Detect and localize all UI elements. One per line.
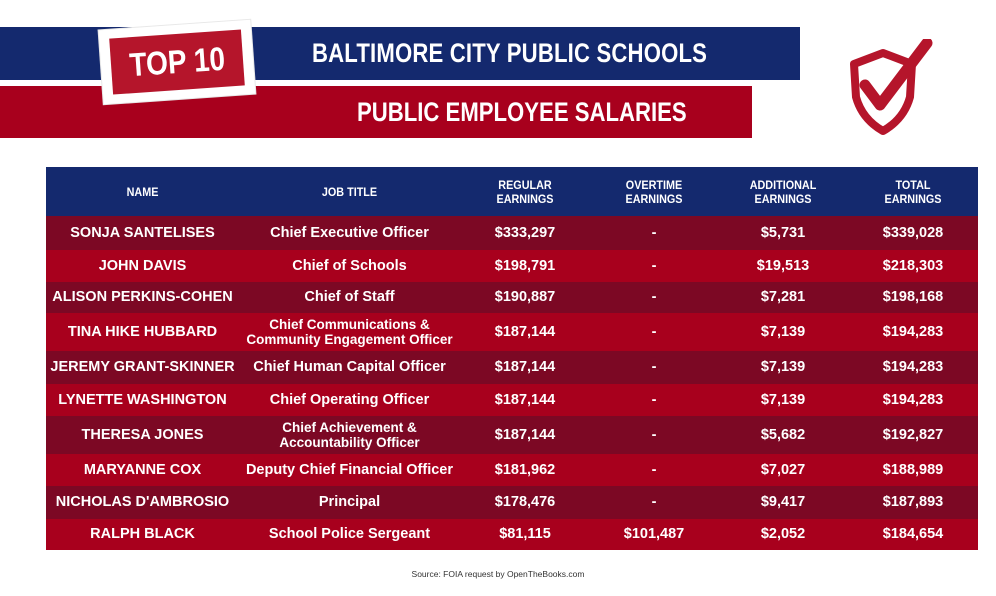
cell-job-title: Chief Achievement & Accountability Offic… xyxy=(279,420,420,450)
table-row: LYNETTE WASHINGTON Chief Operating Office… xyxy=(46,384,978,416)
cell-job-title: Chief Operating Officer xyxy=(269,391,430,408)
cell-regular-earnings: $181,962 xyxy=(494,461,556,478)
cell-job-title: Chief of Schools xyxy=(292,257,407,274)
column-header-name: NAME xyxy=(126,184,159,199)
cell-name: NICHOLAS D'AMBROSIO xyxy=(55,494,230,510)
cell-name: JEREMY GRANT-SKINNER xyxy=(50,359,235,375)
column-header-total-earnings: TOTAL EARNINGS xyxy=(884,177,942,206)
table-row: ALISON PERKINS-COHEN Chief of Staff $190,8… xyxy=(46,282,978,313)
table-header: NAME JOB TITLE REGULAR EARNINGS OVERTIME E… xyxy=(46,167,978,216)
cell-additional-earnings: $7,139 xyxy=(760,359,806,375)
top10-badge: TOP 10 xyxy=(98,19,256,105)
cell-overtime-earnings: - xyxy=(651,426,657,443)
cell-additional-earnings: $5,682 xyxy=(760,426,806,443)
cell-total-earnings: $184,654 xyxy=(882,526,944,542)
salary-table: NAME JOB TITLE REGULAR EARNINGS OVERTIME E… xyxy=(46,167,978,550)
cell-regular-earnings: $198,791 xyxy=(494,257,556,274)
cell-overtime-earnings: $101,487 xyxy=(623,526,685,542)
table-row: THERESA JONES Chief Achievement & Account… xyxy=(46,416,978,454)
table-row: JOHN DAVIS Chief of Schools $198,791 - $19,5… xyxy=(46,250,978,282)
cell-name: THERESA JONES xyxy=(81,426,204,443)
cell-additional-earnings: $7,027 xyxy=(760,461,806,478)
cell-job-title: Deputy Chief Financial Officer xyxy=(245,461,454,478)
cell-name: MARYANNE COX xyxy=(83,461,202,478)
source-note: Source: FOIA request by OpenTheBooks.com xyxy=(411,569,585,579)
cell-overtime-earnings: - xyxy=(651,289,657,305)
cell-additional-earnings: $7,139 xyxy=(760,391,806,408)
cell-overtime-earnings: - xyxy=(651,391,657,408)
shield-check-logo-icon xyxy=(850,39,933,135)
cell-total-earnings: $194,283 xyxy=(882,391,944,408)
cell-overtime-earnings: - xyxy=(651,257,657,274)
cell-regular-earnings: $187,144 xyxy=(494,426,556,443)
table-body: SONJA SANTELISES Chief Executive Officer $… xyxy=(46,216,978,550)
table-row: RALPH BLACK School Police Sergeant $81,115… xyxy=(46,519,978,550)
cell-regular-earnings: $187,144 xyxy=(494,359,556,375)
cell-regular-earnings: $333,297 xyxy=(494,224,556,241)
cell-overtime-earnings: - xyxy=(651,461,657,478)
cell-total-earnings: $194,283 xyxy=(882,323,944,340)
cell-total-earnings: $218,303 xyxy=(882,257,944,274)
cell-additional-earnings: $9,417 xyxy=(760,494,806,510)
cell-job-title: Chief of Staff xyxy=(304,289,395,305)
cell-overtime-earnings: - xyxy=(651,359,657,375)
cell-total-earnings: $188,989 xyxy=(882,461,944,478)
cell-regular-earnings: $178,476 xyxy=(494,494,556,510)
cell-total-earnings: $339,028 xyxy=(882,224,944,241)
cell-name: JOHN DAVIS xyxy=(98,257,187,274)
cell-additional-earnings: $2,052 xyxy=(760,526,806,542)
table-row: JEREMY GRANT-SKINNER Chief Human Capital … xyxy=(46,351,978,384)
cell-additional-earnings: $7,139 xyxy=(760,323,806,340)
page-subtitle: PUBLIC EMPLOYEE SALARIES xyxy=(357,97,687,127)
column-header-overtime-earnings: OVERTIME EARNINGS xyxy=(625,177,683,206)
table-row: MARYANNE COX Deputy Chief Financial Offic… xyxy=(46,454,978,486)
cell-job-title: Principal xyxy=(318,494,381,510)
top10-badge-inner: TOP 10 xyxy=(109,29,245,95)
cell-additional-earnings: $7,281 xyxy=(760,289,806,305)
cell-job-title: Chief Human Capital Officer xyxy=(253,359,446,375)
page-title: BALTIMORE CITY PUBLIC SCHOOLS xyxy=(312,38,708,68)
cell-total-earnings: $192,827 xyxy=(882,426,944,443)
cell-total-earnings: $194,283 xyxy=(882,359,944,375)
column-header-job-title: JOB TITLE xyxy=(321,184,378,199)
table-row: NICHOLAS D'AMBROSIO Principal $178,476 - $9,… xyxy=(46,486,978,519)
cell-overtime-earnings: - xyxy=(651,224,657,241)
cell-job-title: School Police Sergeant xyxy=(268,526,431,542)
table-row: TINA HIKE HUBBARD Chief Communications & … xyxy=(46,313,978,351)
cell-name: LYNETTE WASHINGTON xyxy=(58,391,227,408)
cell-name: SONJA SANTELISES xyxy=(70,224,215,241)
cell-regular-earnings: $187,144 xyxy=(494,391,556,408)
cell-job-title: Chief Communications & Community Engagem… xyxy=(246,317,453,347)
cell-name: RALPH BLACK xyxy=(90,526,195,542)
cell-name: TINA HIKE HUBBARD xyxy=(67,323,218,340)
cell-additional-earnings: $5,731 xyxy=(760,224,806,241)
cell-job-title: Chief Executive Officer xyxy=(270,224,429,241)
column-header-additional-earnings: ADDITIONAL EARNINGS xyxy=(749,177,817,206)
column-header-regular-earnings: REGULAR EARNINGS xyxy=(496,177,554,206)
cell-overtime-earnings: - xyxy=(651,494,657,510)
top10-badge-label: TOP 10 xyxy=(127,39,226,84)
cell-name: ALISON PERKINS-COHEN xyxy=(52,289,233,305)
cell-regular-earnings: $190,887 xyxy=(494,289,556,305)
cell-total-earnings: $198,168 xyxy=(882,289,944,305)
table-row: SONJA SANTELISES Chief Executive Officer $… xyxy=(46,216,978,250)
cell-additional-earnings: $19,513 xyxy=(756,257,810,274)
cell-overtime-earnings: - xyxy=(651,323,657,340)
cell-regular-earnings: $81,115 xyxy=(499,526,551,542)
cell-total-earnings: $187,893 xyxy=(882,494,944,510)
cell-regular-earnings: $187,144 xyxy=(494,323,556,340)
